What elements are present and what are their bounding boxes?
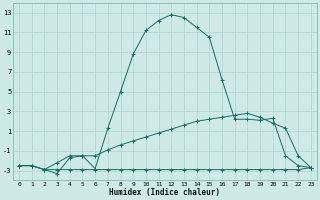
X-axis label: Humidex (Indice chaleur): Humidex (Indice chaleur)	[109, 188, 220, 197]
